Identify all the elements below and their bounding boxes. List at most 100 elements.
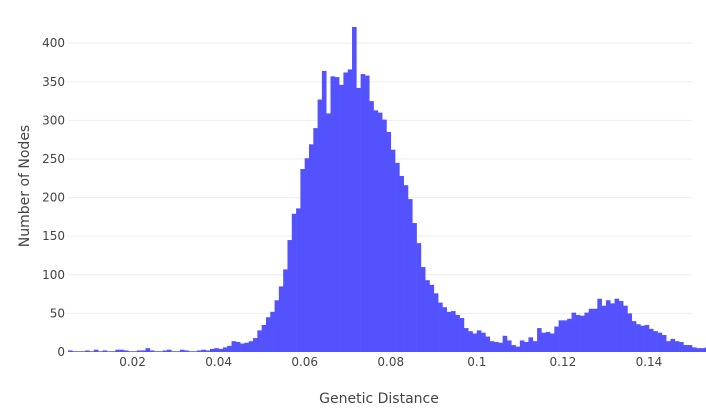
- histogram-bar[interactable]: [304, 158, 310, 352]
- histogram-bar[interactable]: [580, 315, 585, 352]
- histogram-bar[interactable]: [369, 101, 374, 353]
- histogram-bar[interactable]: [588, 308, 594, 352]
- histogram-bar[interactable]: [567, 318, 572, 352]
- histogram-bar[interactable]: [218, 348, 224, 352]
- histogram-bar[interactable]: [128, 351, 133, 352]
- histogram-bar[interactable]: [111, 351, 116, 352]
- histogram-bar[interactable]: [343, 72, 349, 353]
- histogram-bar[interactable]: [657, 332, 663, 352]
- histogram-bar[interactable]: [257, 330, 262, 352]
- histogram-bar[interactable]: [666, 341, 671, 352]
- histogram-bar[interactable]: [132, 351, 138, 352]
- histogram-bar[interactable]: [494, 341, 499, 352]
- histogram-bar[interactable]: [403, 185, 409, 352]
- histogram-bar[interactable]: [468, 331, 473, 352]
- histogram-bar[interactable]: [93, 349, 99, 352]
- histogram-bar[interactable]: [308, 144, 314, 352]
- histogram-bar[interactable]: [300, 169, 305, 352]
- histogram-bar[interactable]: [347, 69, 353, 353]
- histogram-bar[interactable]: [502, 335, 508, 352]
- histogram-bar[interactable]: [420, 267, 426, 352]
- histogram-bar[interactable]: [506, 340, 512, 352]
- histogram-bar[interactable]: [235, 341, 241, 352]
- histogram-bar[interactable]: [89, 351, 95, 352]
- histogram-bar[interactable]: [631, 321, 637, 352]
- histogram-bar[interactable]: [593, 308, 598, 352]
- histogram-bar[interactable]: [674, 341, 680, 352]
- histogram-bar[interactable]: [339, 84, 344, 353]
- histogram-bar[interactable]: [519, 340, 525, 352]
- histogram-bar[interactable]: [240, 343, 245, 352]
- histogram-bar[interactable]: [171, 351, 176, 352]
- histogram-bar[interactable]: [584, 312, 590, 352]
- histogram-bar[interactable]: [248, 341, 254, 352]
- histogram-bar[interactable]: [274, 300, 280, 352]
- histogram-bar[interactable]: [653, 331, 658, 352]
- histogram-bar[interactable]: [395, 162, 400, 352]
- histogram-bar[interactable]: [485, 336, 491, 352]
- histogram-bar[interactable]: [317, 99, 323, 353]
- histogram-bar[interactable]: [571, 312, 577, 352]
- histogram-bar[interactable]: [644, 324, 650, 352]
- histogram-bar[interactable]: [141, 350, 146, 352]
- histogram-bar[interactable]: [390, 149, 396, 352]
- histogram-bar[interactable]: [184, 350, 189, 352]
- histogram-bar[interactable]: [463, 328, 469, 352]
- histogram-bar[interactable]: [597, 298, 602, 352]
- histogram-bar[interactable]: [537, 328, 542, 352]
- histogram-bar[interactable]: [175, 351, 181, 352]
- histogram-bar[interactable]: [661, 335, 667, 352]
- histogram-bar[interactable]: [575, 314, 581, 352]
- histogram-bar[interactable]: [610, 303, 615, 352]
- histogram-bar[interactable]: [192, 351, 198, 352]
- histogram-bar[interactable]: [545, 331, 551, 352]
- histogram-bar[interactable]: [214, 348, 219, 352]
- histogram-bar[interactable]: [429, 284, 435, 352]
- histogram-bar[interactable]: [205, 350, 211, 352]
- histogram-bar[interactable]: [123, 350, 129, 352]
- histogram-bar[interactable]: [253, 338, 258, 352]
- histogram-bar[interactable]: [416, 243, 422, 352]
- histogram-bar[interactable]: [459, 318, 465, 352]
- histogram-bar[interactable]: [438, 302, 443, 352]
- histogram-bar[interactable]: [149, 350, 155, 352]
- histogram-bar[interactable]: [528, 337, 534, 352]
- histogram-bar[interactable]: [696, 348, 701, 352]
- histogram-bar[interactable]: [433, 293, 439, 352]
- histogram-bar[interactable]: [136, 350, 142, 352]
- histogram-bar[interactable]: [498, 342, 503, 352]
- histogram-bar[interactable]: [425, 280, 430, 352]
- histogram-bar[interactable]: [162, 350, 168, 352]
- histogram-bar[interactable]: [296, 208, 301, 352]
- histogram-bar[interactable]: [373, 110, 379, 352]
- histogram-bar[interactable]: [278, 286, 284, 352]
- histogram-bar[interactable]: [166, 349, 172, 352]
- histogram-bar[interactable]: [244, 342, 250, 352]
- histogram-bar[interactable]: [68, 350, 73, 352]
- histogram-bar[interactable]: [455, 314, 460, 352]
- histogram-bar[interactable]: [72, 351, 77, 352]
- histogram-bar[interactable]: [85, 350, 90, 352]
- histogram-bar[interactable]: [640, 325, 645, 352]
- histogram-bar[interactable]: [412, 223, 417, 352]
- histogram-bar[interactable]: [532, 341, 538, 352]
- histogram-bar[interactable]: [270, 311, 275, 352]
- histogram-bar[interactable]: [80, 351, 86, 352]
- histogram-bar[interactable]: [352, 26, 357, 352]
- histogram-bar[interactable]: [601, 305, 607, 352]
- histogram-bar[interactable]: [670, 338, 676, 352]
- histogram-bar[interactable]: [227, 345, 232, 352]
- histogram-bar[interactable]: [627, 313, 633, 352]
- histogram-bar[interactable]: [321, 70, 327, 353]
- histogram-bar[interactable]: [330, 76, 336, 352]
- histogram-bar[interactable]: [472, 333, 478, 352]
- histogram-bar[interactable]: [377, 112, 383, 353]
- histogram-bar[interactable]: [326, 113, 331, 353]
- histogram-bar[interactable]: [489, 341, 495, 352]
- histogram-bar[interactable]: [334, 77, 340, 352]
- histogram-bar[interactable]: [210, 348, 215, 352]
- histogram-bar[interactable]: [481, 332, 486, 352]
- histogram-bar[interactable]: [562, 320, 568, 352]
- histogram-bar[interactable]: [679, 341, 684, 352]
- histogram-bar[interactable]: [287, 240, 293, 352]
